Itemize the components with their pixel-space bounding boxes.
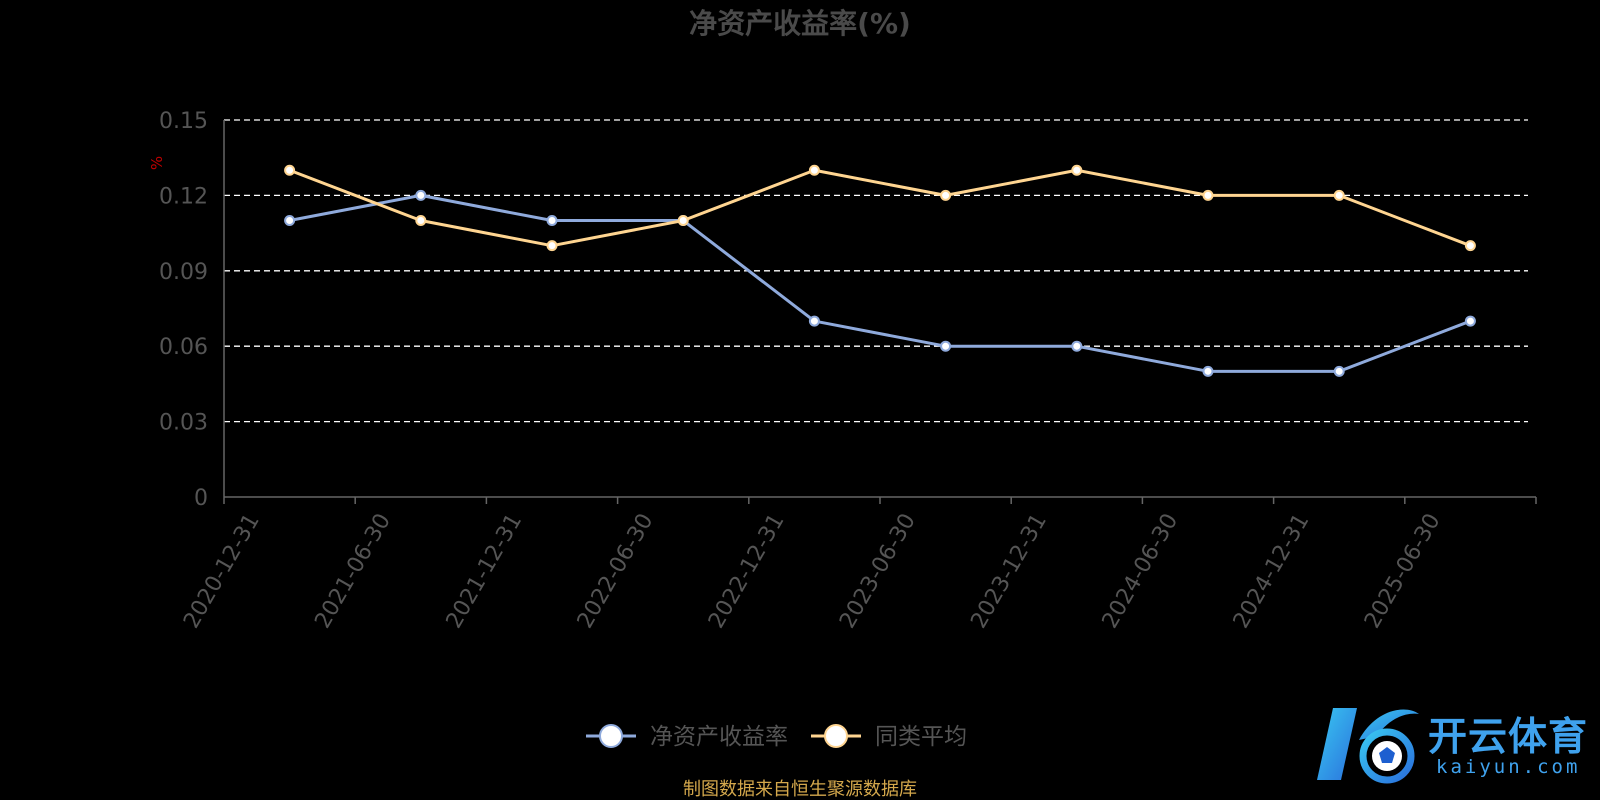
x-tick-label: 2022-12-31	[704, 510, 790, 633]
legend[interactable]: 净资产收益率 同类平均	[586, 724, 967, 750]
legend-item-1[interactable]: 净资产收益率	[586, 724, 788, 750]
data-point	[546, 240, 558, 252]
x-tick-label: 2022-06-30	[573, 510, 659, 633]
data-point	[677, 215, 689, 227]
y-tick-label: 0.03	[159, 411, 208, 436]
data-point	[415, 189, 427, 201]
data-point	[1333, 365, 1345, 377]
legend-marker	[824, 724, 848, 748]
data-point	[1464, 315, 1476, 327]
data-point	[808, 315, 820, 327]
data-point	[284, 215, 296, 227]
series-lines	[284, 164, 1476, 377]
grid-lines	[224, 119, 1528, 423]
data-point	[1071, 340, 1083, 352]
x-tick-label: 2021-06-30	[310, 510, 396, 633]
chart-title: 净资产收益率(%)	[689, 7, 911, 40]
data-point	[1464, 240, 1476, 252]
watermark-brand: 开云体育	[1428, 715, 1589, 760]
data-point	[1202, 189, 1214, 201]
data-point	[940, 189, 952, 201]
data-point	[415, 215, 427, 227]
y-axis-unit: %	[148, 156, 166, 170]
legend-label: 同类平均	[875, 724, 967, 750]
legend-marker	[599, 724, 623, 748]
watermark-domain: kaiyun.com	[1436, 756, 1581, 778]
kaiyun-logo-icon	[1317, 708, 1419, 784]
legend-item-2[interactable]: 同类平均	[811, 724, 967, 750]
x-tick-label: 2023-06-30	[835, 510, 921, 633]
series-line-2	[289, 168, 1471, 248]
data-point	[1202, 365, 1214, 377]
x-tick-label: 2024-06-30	[1098, 510, 1184, 633]
data-point	[940, 340, 952, 352]
legend-label: 净资产收益率	[650, 724, 788, 750]
y-tick-label: 0.12	[159, 184, 208, 209]
y-tick-label: 0.06	[159, 335, 208, 360]
data-source-note: 制图数据来自恒生聚源数据库	[683, 779, 917, 800]
x-tick-label: 2024-12-31	[1229, 510, 1315, 633]
y-tick-label: 0	[194, 486, 208, 511]
x-tick-label: 2025-06-30	[1360, 510, 1446, 633]
series-line-1	[289, 193, 1471, 373]
data-point	[284, 164, 296, 176]
data-point	[546, 215, 558, 227]
x-tick-label: 2020-12-31	[179, 510, 265, 633]
y-tick-label: 0.09	[159, 260, 208, 285]
data-point	[1333, 189, 1345, 201]
y-tick-label: 0.15	[159, 109, 208, 134]
data-point	[1071, 164, 1083, 176]
x-tick-label: 2021-12-31	[442, 510, 528, 633]
x-tick-label: 2023-12-31	[966, 510, 1052, 633]
data-point	[808, 164, 820, 176]
